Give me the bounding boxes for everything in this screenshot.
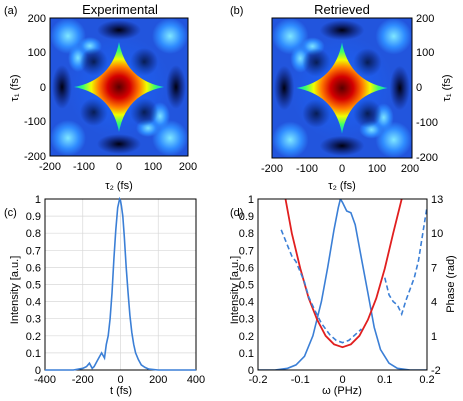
xtick-label: 0 [339, 374, 345, 386]
ytick-label: 0.7 [239, 245, 254, 257]
panel-b-title: Retrieved [314, 2, 370, 17]
panel-d-phase-fit-line [284, 199, 403, 349]
panel-a-ylabel: τ₁ (fs) [9, 75, 21, 102]
ytick-label: 0 [248, 365, 254, 377]
panel-c-ylabel: Intensity [a.u.] [9, 256, 21, 324]
panel-a-yticks: 200 100 0 -100 -200 [24, 13, 46, 163]
panel-c-letter: (c) [4, 207, 17, 219]
xtick-label: 200 [179, 161, 197, 173]
panel-c-intensity-line [45, 196, 196, 371]
ytick-label: 0 [40, 82, 46, 94]
panel-a: (a) Experimental 200 100 0 -100 -200 -20… [4, 2, 197, 192]
heatmap-b-frame [271, 17, 413, 159]
panel-d: (d) 0 0.1 0.2 0.3 0.4 0.5 0.6 0.7 0.8 0.9 1 -2 1 4 7 1… [229, 194, 457, 397]
xtick-label: -200 [39, 161, 61, 173]
panel-d-letter: (d) [230, 207, 243, 219]
ytick-label: 0.1 [26, 348, 41, 360]
panel-c-yticks: 0 0.1 0.2 0.3 0.4 0.5 0.6 0.7 0.8 0.9 1 [26, 194, 41, 377]
ytick-label: 1 [35, 194, 41, 206]
y2tick-label: -2 [431, 365, 441, 377]
panel-c-xticks: -400 -200 0 200 400 [34, 374, 205, 386]
xtick-label: -0.1 [291, 374, 310, 386]
panel-b-yticks: 200 100 0 -100 -200 [416, 13, 438, 164]
heatmap-a-frame [49, 17, 189, 157]
xtick-label: 0.1 [377, 374, 392, 386]
xtick-label: 100 [144, 161, 162, 173]
panel-d-frame [257, 198, 428, 371]
panel-c: (c) 0 0.1 0.2 0.3 0.4 0.5 0.6 0.7 0.8 0.9 1 -400 -2… [4, 194, 205, 397]
panel-a-letter: (a) [4, 5, 17, 17]
ytick-label: 200 [28, 13, 46, 25]
ytick-label: 0.4 [26, 297, 41, 309]
xtick-label: 0 [339, 163, 345, 175]
ytick-label: 0.9 [26, 211, 41, 223]
xtick-label: -0.2 [249, 374, 268, 386]
panel-b: (b) Retrieved 200 100 0 -100 -200 -200 -… [230, 2, 453, 192]
xtick-label: 0.2 [419, 374, 434, 386]
ytick-label: 0.5 [239, 280, 254, 292]
heatmap-b [272, 18, 412, 158]
ytick-label: 200 [416, 13, 434, 25]
ytick-label: 0.6 [26, 262, 41, 274]
ytick-label: -100 [24, 116, 46, 128]
ytick-label: 0.8 [239, 228, 254, 240]
panel-d-xlabel: ω (PHz) [322, 385, 362, 397]
panel-d-yticks-left: 0 0.1 0.2 0.3 0.4 0.5 0.6 0.7 0.8 0.9 1 [239, 194, 254, 377]
ytick-label: 0 [416, 82, 422, 94]
ytick-label: 0.9 [239, 211, 254, 223]
y2tick-label: 10 [431, 228, 443, 240]
panel-d-ylabel-right: Phase (rad) [445, 255, 457, 312]
ytick-label: 0.3 [239, 314, 254, 326]
panel-b-letter: (b) [230, 5, 243, 17]
ytick-label: 100 [28, 47, 46, 59]
panel-b-ylabel: τ₁ (fs) [441, 75, 453, 102]
ytick-label: -100 [416, 117, 438, 129]
ytick-label: 0.8 [26, 228, 41, 240]
panel-d-phase-dashed-left [280, 229, 363, 344]
ytick-label: -200 [24, 151, 46, 163]
panel-c-grid [44, 198, 197, 371]
panel-a-title: Experimental [82, 2, 158, 17]
panel-d-phase-dashed-right [384, 206, 427, 317]
xtick-label: 400 [187, 374, 205, 386]
ytick-label: 100 [416, 47, 434, 59]
panel-b-xticks: -200 -100 0 100 200 [261, 163, 419, 175]
panel-d-xticks: -0.2 -0.1 0 0.1 0.2 [249, 374, 435, 386]
xtick-label: 100 [368, 163, 386, 175]
panel-d-yticks-right: -2 1 4 7 10 13 [431, 194, 443, 377]
panel-a-xlabel: τ₂ (fs) [105, 180, 133, 192]
xtick-label: -200 [72, 374, 94, 386]
ytick-label: 1 [248, 194, 254, 206]
ytick-label: -200 [416, 152, 438, 164]
y2tick-label: 7 [431, 262, 437, 274]
y2tick-label: 4 [431, 297, 437, 309]
ytick-label: 0 [35, 365, 41, 377]
y2tick-label: 13 [431, 194, 443, 206]
ytick-label: 0.3 [26, 314, 41, 326]
ytick-label: 0.2 [26, 331, 41, 343]
ytick-label: 0.6 [239, 262, 254, 274]
heatmap-a [50, 18, 188, 156]
xtick-label: 200 [401, 163, 419, 175]
panel-a-xticks: -200 -100 0 100 200 [39, 161, 197, 173]
ytick-label: 0.1 [239, 348, 254, 360]
ytick-label: 0.2 [239, 331, 254, 343]
panel-d-ylabel-left: Intensity [a.u.] [229, 256, 241, 324]
xtick-label: 200 [149, 374, 167, 386]
xtick-label: -100 [296, 163, 318, 175]
y2tick-label: 1 [431, 331, 437, 343]
ytick-label: 0.4 [239, 297, 254, 309]
panel-d-plot [258, 199, 427, 370]
xtick-label: 0 [117, 374, 123, 386]
panel-d-intensity-line [258, 199, 427, 370]
panel-c-xlabel: t (fs) [110, 385, 132, 397]
xtick-label: -400 [34, 374, 56, 386]
ytick-label: 0.7 [26, 245, 41, 257]
xtick-label: -200 [261, 163, 283, 175]
panel-b-xlabel: τ₂ (fs) [328, 180, 356, 192]
xtick-label: -100 [73, 161, 95, 173]
xtick-label: 0 [116, 161, 122, 173]
ytick-label: 0.5 [26, 280, 41, 292]
